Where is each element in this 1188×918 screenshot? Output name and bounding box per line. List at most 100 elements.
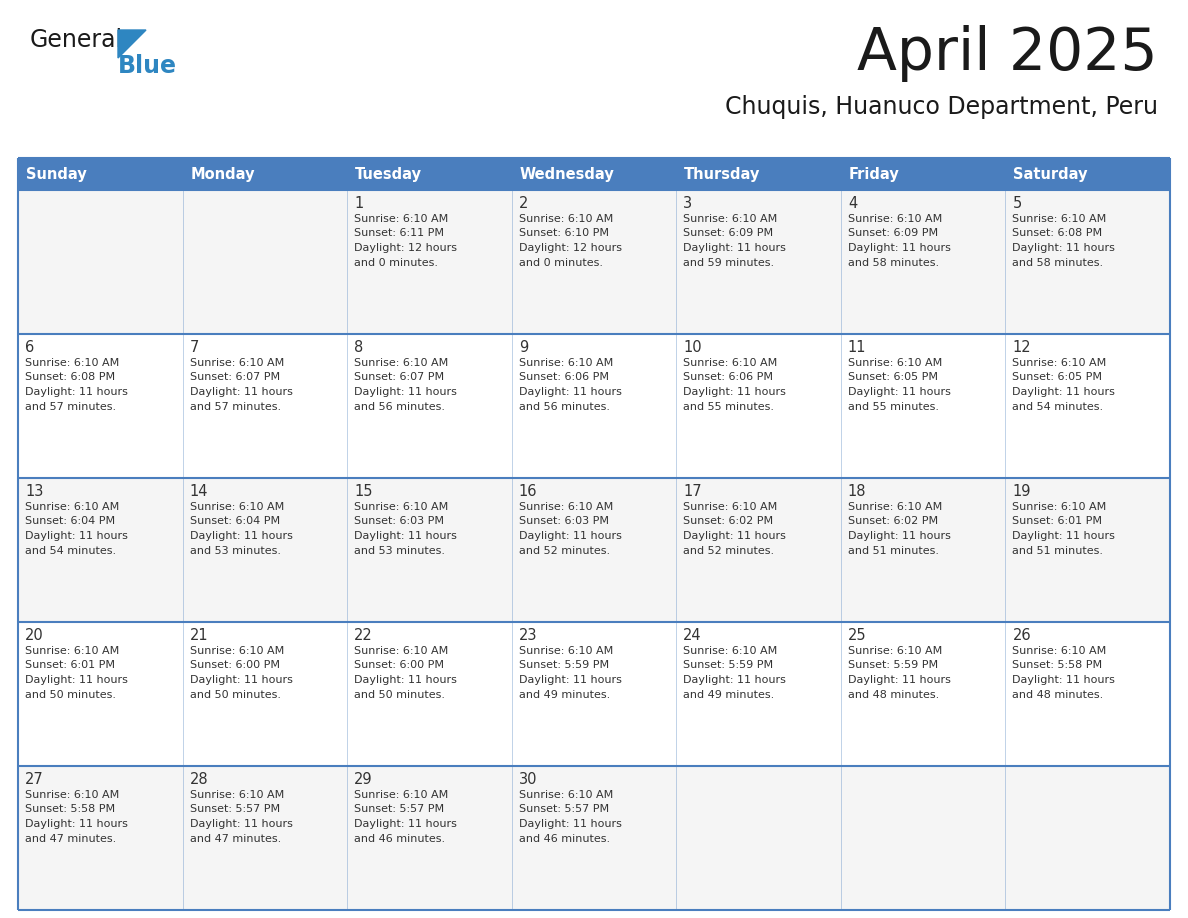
Text: Thursday: Thursday — [684, 166, 760, 182]
Text: and 55 minutes.: and 55 minutes. — [848, 401, 939, 411]
Text: April 2025: April 2025 — [858, 25, 1158, 82]
Text: Daylight: 11 hours: Daylight: 11 hours — [190, 387, 292, 397]
Text: 11: 11 — [848, 340, 866, 355]
Text: Sunset: 6:01 PM: Sunset: 6:01 PM — [1012, 517, 1102, 527]
Text: 29: 29 — [354, 772, 373, 787]
Text: and 46 minutes.: and 46 minutes. — [354, 834, 446, 844]
Text: 28: 28 — [190, 772, 208, 787]
Text: Daylight: 11 hours: Daylight: 11 hours — [683, 387, 786, 397]
Text: 2: 2 — [519, 196, 529, 211]
Text: 1: 1 — [354, 196, 364, 211]
Text: 10: 10 — [683, 340, 702, 355]
Text: Sunrise: 6:10 AM: Sunrise: 6:10 AM — [683, 646, 777, 656]
Text: Daylight: 11 hours: Daylight: 11 hours — [848, 243, 950, 253]
Text: Sunrise: 6:10 AM: Sunrise: 6:10 AM — [519, 358, 613, 368]
Text: and 48 minutes.: and 48 minutes. — [1012, 689, 1104, 700]
Text: Sunrise: 6:10 AM: Sunrise: 6:10 AM — [190, 502, 284, 512]
Text: Sunset: 6:08 PM: Sunset: 6:08 PM — [1012, 229, 1102, 239]
Text: Sunrise: 6:10 AM: Sunrise: 6:10 AM — [190, 646, 284, 656]
Text: Chuquis, Huanuco Department, Peru: Chuquis, Huanuco Department, Peru — [725, 95, 1158, 119]
Text: Sunrise: 6:10 AM: Sunrise: 6:10 AM — [190, 358, 284, 368]
Text: and 57 minutes.: and 57 minutes. — [190, 401, 280, 411]
Text: 5: 5 — [1012, 196, 1022, 211]
Text: and 52 minutes.: and 52 minutes. — [683, 545, 775, 555]
Text: Daylight: 11 hours: Daylight: 11 hours — [25, 819, 128, 829]
Text: 20: 20 — [25, 628, 44, 643]
Text: Sunset: 6:00 PM: Sunset: 6:00 PM — [190, 660, 279, 670]
Text: Daylight: 11 hours: Daylight: 11 hours — [519, 675, 621, 685]
Text: Sunrise: 6:10 AM: Sunrise: 6:10 AM — [848, 646, 942, 656]
Text: Sunset: 6:04 PM: Sunset: 6:04 PM — [190, 517, 279, 527]
Text: Sunset: 6:11 PM: Sunset: 6:11 PM — [354, 229, 444, 239]
Text: Sunrise: 6:10 AM: Sunrise: 6:10 AM — [519, 214, 613, 224]
Text: and 51 minutes.: and 51 minutes. — [1012, 545, 1104, 555]
Text: 24: 24 — [683, 628, 702, 643]
Text: 23: 23 — [519, 628, 537, 643]
Bar — [18, 158, 183, 190]
Text: and 49 minutes.: and 49 minutes. — [683, 689, 775, 700]
Text: and 59 minutes.: and 59 minutes. — [683, 258, 775, 267]
Text: 27: 27 — [25, 772, 44, 787]
Text: Sunrise: 6:10 AM: Sunrise: 6:10 AM — [354, 358, 448, 368]
Text: Sunrise: 6:10 AM: Sunrise: 6:10 AM — [683, 502, 777, 512]
Text: 17: 17 — [683, 484, 702, 499]
Text: Sunset: 6:05 PM: Sunset: 6:05 PM — [848, 373, 937, 383]
Text: Sunrise: 6:10 AM: Sunrise: 6:10 AM — [1012, 214, 1107, 224]
Text: Sunrise: 6:10 AM: Sunrise: 6:10 AM — [848, 502, 942, 512]
Text: Daylight: 11 hours: Daylight: 11 hours — [1012, 243, 1116, 253]
Text: Daylight: 11 hours: Daylight: 11 hours — [25, 387, 128, 397]
Bar — [676, 158, 841, 190]
Text: Sunrise: 6:10 AM: Sunrise: 6:10 AM — [519, 502, 613, 512]
Text: Sunset: 5:57 PM: Sunset: 5:57 PM — [190, 804, 279, 814]
Text: Sunrise: 6:10 AM: Sunrise: 6:10 AM — [848, 358, 942, 368]
Text: 18: 18 — [848, 484, 866, 499]
Text: Sunday: Sunday — [26, 166, 87, 182]
Text: 4: 4 — [848, 196, 857, 211]
Text: Sunset: 6:06 PM: Sunset: 6:06 PM — [519, 373, 608, 383]
Bar — [18, 334, 1170, 478]
Text: and 58 minutes.: and 58 minutes. — [848, 258, 939, 267]
Text: and 51 minutes.: and 51 minutes. — [848, 545, 939, 555]
Text: Sunrise: 6:10 AM: Sunrise: 6:10 AM — [683, 214, 777, 224]
Text: Daylight: 11 hours: Daylight: 11 hours — [1012, 675, 1116, 685]
Text: and 0 minutes.: and 0 minutes. — [354, 258, 438, 267]
Text: Sunrise: 6:10 AM: Sunrise: 6:10 AM — [354, 646, 448, 656]
Text: and 58 minutes.: and 58 minutes. — [1012, 258, 1104, 267]
Text: and 47 minutes.: and 47 minutes. — [25, 834, 116, 844]
Bar — [841, 158, 1005, 190]
Text: 12: 12 — [1012, 340, 1031, 355]
Bar — [18, 190, 1170, 334]
Text: 8: 8 — [354, 340, 364, 355]
Text: Sunrise: 6:10 AM: Sunrise: 6:10 AM — [519, 646, 613, 656]
Text: Saturday: Saturday — [1013, 166, 1088, 182]
Text: Daylight: 12 hours: Daylight: 12 hours — [354, 243, 457, 253]
Text: Sunrise: 6:10 AM: Sunrise: 6:10 AM — [190, 790, 284, 800]
Text: Sunrise: 6:10 AM: Sunrise: 6:10 AM — [25, 502, 119, 512]
Bar — [512, 158, 676, 190]
Text: 25: 25 — [848, 628, 866, 643]
Text: Sunset: 5:59 PM: Sunset: 5:59 PM — [683, 660, 773, 670]
Text: Monday: Monday — [190, 166, 255, 182]
Text: 16: 16 — [519, 484, 537, 499]
Text: Sunset: 6:09 PM: Sunset: 6:09 PM — [683, 229, 773, 239]
Text: Daylight: 11 hours: Daylight: 11 hours — [354, 675, 457, 685]
Text: General: General — [30, 28, 124, 52]
Text: Daylight: 11 hours: Daylight: 11 hours — [683, 675, 786, 685]
Text: Daylight: 11 hours: Daylight: 11 hours — [519, 819, 621, 829]
Text: Sunset: 6:03 PM: Sunset: 6:03 PM — [354, 517, 444, 527]
Text: and 53 minutes.: and 53 minutes. — [190, 545, 280, 555]
Text: and 50 minutes.: and 50 minutes. — [25, 689, 116, 700]
Text: Daylight: 11 hours: Daylight: 11 hours — [848, 531, 950, 541]
Text: 15: 15 — [354, 484, 373, 499]
Text: Sunrise: 6:10 AM: Sunrise: 6:10 AM — [25, 358, 119, 368]
Text: Daylight: 11 hours: Daylight: 11 hours — [25, 531, 128, 541]
Text: Sunrise: 6:10 AM: Sunrise: 6:10 AM — [848, 214, 942, 224]
Text: Sunrise: 6:10 AM: Sunrise: 6:10 AM — [354, 214, 448, 224]
Text: and 0 minutes.: and 0 minutes. — [519, 258, 602, 267]
Text: Sunset: 6:04 PM: Sunset: 6:04 PM — [25, 517, 115, 527]
Bar — [18, 622, 1170, 766]
Text: Sunset: 6:07 PM: Sunset: 6:07 PM — [190, 373, 279, 383]
Text: 7: 7 — [190, 340, 198, 355]
Text: Daylight: 11 hours: Daylight: 11 hours — [683, 243, 786, 253]
Text: 3: 3 — [683, 196, 693, 211]
